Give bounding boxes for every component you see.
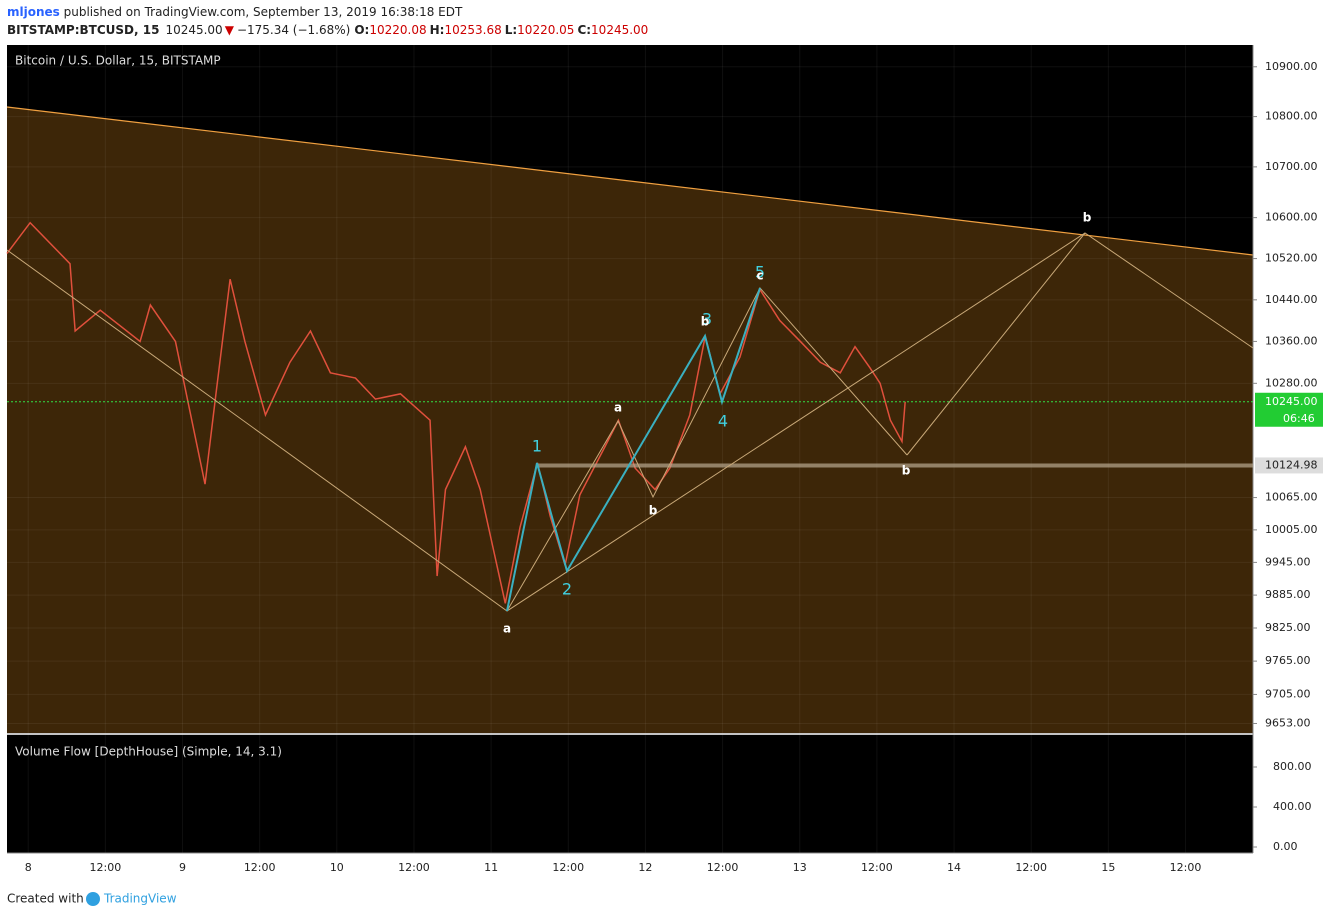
x-tick-label: 12:00 xyxy=(1170,861,1202,874)
wave-label: 4 xyxy=(718,412,728,431)
level-tag xyxy=(1255,457,1323,474)
o-label: O: xyxy=(354,23,369,37)
wave-label: c xyxy=(756,269,763,283)
wave-label: a xyxy=(503,622,511,636)
x-tick-label: 12:00 xyxy=(861,861,893,874)
y-tick-label: 400.00 xyxy=(1273,800,1312,813)
y-tick-label: 10900.00 xyxy=(1265,60,1318,73)
x-tick-label: 11 xyxy=(484,861,498,874)
y-tick-label: 9885.00 xyxy=(1265,588,1311,601)
footer-brand[interactable]: TradingView xyxy=(103,892,177,906)
wave-label: a xyxy=(614,401,622,415)
y-tick-label: 9765.00 xyxy=(1265,654,1311,667)
price-axis xyxy=(1253,45,1325,853)
o: 10220.08 xyxy=(369,23,426,37)
y-tick-label: 10005.00 xyxy=(1265,523,1318,536)
y-tick-label: 10440.00 xyxy=(1265,293,1318,306)
wave-label: 3 xyxy=(702,310,712,329)
last: 10245.00 xyxy=(165,23,222,37)
wave-line xyxy=(906,232,1086,456)
volume-pane[interactable] xyxy=(7,735,1253,853)
wave-label: 5 xyxy=(755,263,765,282)
impulse-wave xyxy=(506,287,761,612)
author[interactable]: mljones xyxy=(7,5,60,19)
y-tick-label: 10520.00 xyxy=(1265,252,1318,265)
x-tick-label: 12:00 xyxy=(244,861,276,874)
y-tick-label: 0.00 xyxy=(1273,840,1298,853)
published: published on TradingView.com, September … xyxy=(60,5,463,19)
x-tick-label: 8 xyxy=(25,861,32,874)
y-tick-label: 10600.00 xyxy=(1265,211,1318,224)
wave-label: b xyxy=(902,464,911,478)
h: 10253.68 xyxy=(444,23,501,37)
main-chart xyxy=(6,45,1253,853)
level-label: 10124.98 xyxy=(1265,458,1318,471)
h-label: H: xyxy=(430,23,445,37)
wave-label: b xyxy=(649,504,658,518)
wave-line xyxy=(6,232,1254,612)
x-tick-label: 12:00 xyxy=(398,861,430,874)
logo xyxy=(86,892,100,906)
price-line xyxy=(6,221,906,604)
trendline xyxy=(6,106,1254,256)
price-tag xyxy=(1255,392,1323,427)
y-tick-label: 10700.00 xyxy=(1265,160,1318,173)
wave-label: 2 xyxy=(562,580,572,599)
footer-text: Created with xyxy=(7,892,84,906)
x-tick-label: 15 xyxy=(1101,861,1115,874)
x-tick-label: 12:00 xyxy=(90,861,122,874)
pane-title: Volume Flow [DepthHouse] (Simple, 14, 3.… xyxy=(15,745,282,759)
y-tick-label: 9705.00 xyxy=(1265,687,1311,700)
arrow: ▼ xyxy=(225,23,235,37)
y-tick-label: 800.00 xyxy=(1273,760,1312,773)
pane-title: Bitcoin / U.S. Dollar, 15, BITSTAMP xyxy=(15,54,221,68)
symbol-line: BITSTAMP:BTCUSD, 15 10245.00 ▼ −175.34 (−1.… xyxy=(7,23,648,37)
x-tick-label: 9 xyxy=(179,861,186,874)
x-tick-label: 12 xyxy=(638,861,652,874)
x-tick-label: 13 xyxy=(793,861,807,874)
x-tick-label: 12:00 xyxy=(552,861,584,874)
y-tick-label: 9825.00 xyxy=(1265,621,1311,634)
wave-labels: 1 2 3 4 5 a b a b c b b xyxy=(503,211,1092,636)
wave-label: b xyxy=(701,315,710,329)
c-label: C: xyxy=(577,23,591,37)
x-tick-label: 14 xyxy=(947,861,961,874)
symbol: BITSTAMP:BTCUSD, 15 xyxy=(7,23,159,37)
l: 10220.05 xyxy=(517,23,574,37)
c: 10245.00 xyxy=(591,23,648,37)
y-tick-label: 10280.00 xyxy=(1265,376,1318,389)
change: −175.34 (−1.68%) xyxy=(237,23,350,37)
y-tick-label: 10800.00 xyxy=(1265,110,1318,123)
wave-label: 1 xyxy=(532,437,542,456)
x-tick-label: 12:00 xyxy=(1015,861,1047,874)
y-tick-label: 10065.00 xyxy=(1265,491,1318,504)
y-tick-label: 10360.00 xyxy=(1265,334,1318,347)
header-line: mljones published on TradingView.com, Se… xyxy=(7,5,463,19)
countdown: 06:46 xyxy=(1283,412,1315,425)
y-tick-label: 9945.00 xyxy=(1265,555,1311,568)
l-label: L: xyxy=(505,23,517,37)
x-tick-label: 10 xyxy=(330,861,344,874)
wave-label: b xyxy=(1083,211,1092,225)
x-tick-label: 12:00 xyxy=(707,861,739,874)
y-tick-label: 9653.00 xyxy=(1265,716,1311,729)
price-label: 10245.00 xyxy=(1265,395,1318,408)
wave-line xyxy=(506,287,908,612)
above-trend xyxy=(7,45,1253,255)
